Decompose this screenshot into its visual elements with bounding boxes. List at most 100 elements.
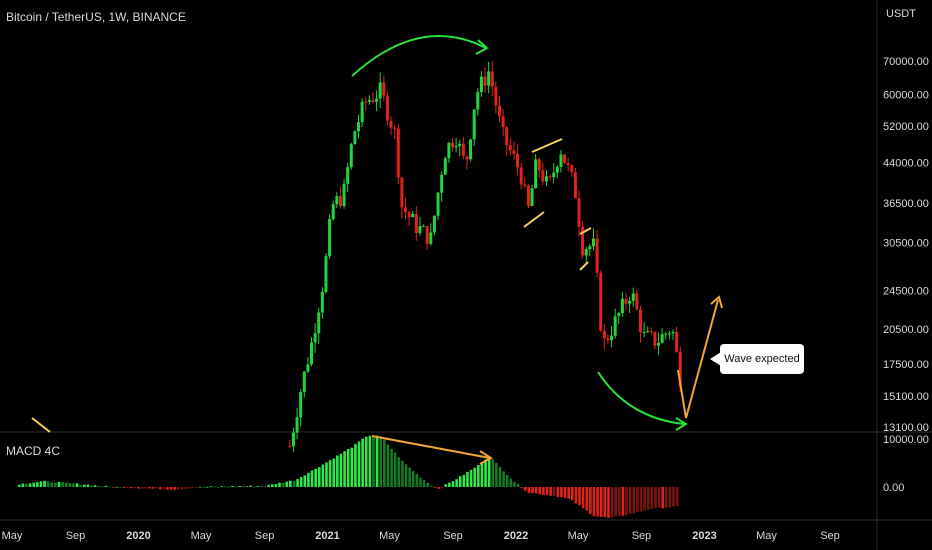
candle-body bbox=[646, 331, 650, 333]
candle-body bbox=[649, 331, 653, 333]
macd-bar bbox=[437, 487, 440, 489]
macd-bar bbox=[415, 473, 419, 487]
macd-bar bbox=[343, 451, 346, 487]
macd-bar bbox=[137, 487, 140, 489]
macd-bar bbox=[57, 481, 61, 487]
macd-bar bbox=[54, 482, 57, 487]
macd-bar bbox=[469, 469, 473, 487]
macd-bar bbox=[599, 487, 603, 517]
macd-bar bbox=[108, 486, 111, 488]
macd-bar bbox=[278, 482, 281, 487]
macd-bar bbox=[317, 467, 321, 487]
macd-bar bbox=[50, 482, 54, 487]
candles bbox=[288, 61, 682, 452]
candle-body bbox=[367, 100, 371, 102]
macd-bar bbox=[292, 480, 296, 487]
macd-bar bbox=[61, 482, 64, 487]
candle-body bbox=[299, 392, 303, 418]
macd-bar bbox=[75, 483, 79, 487]
candle-body bbox=[581, 226, 585, 256]
macd-bar bbox=[552, 487, 556, 496]
chart-title: Bitcoin / TetherUS, 1W, BINANCE bbox=[6, 10, 186, 24]
macd-bar bbox=[401, 460, 404, 487]
currency-label: USDT bbox=[886, 8, 916, 20]
macd-bar bbox=[444, 484, 448, 487]
macd-bar bbox=[336, 455, 339, 487]
candle-body bbox=[360, 101, 364, 123]
candle-body bbox=[317, 312, 321, 334]
macd-bar bbox=[187, 487, 191, 489]
macd-bar bbox=[661, 487, 664, 509]
time-tick-label: May bbox=[379, 530, 400, 542]
macd-bar bbox=[325, 462, 328, 487]
macd-bar bbox=[245, 486, 249, 488]
candle-body bbox=[591, 238, 595, 247]
wave-callout[interactable]: Wave expected bbox=[720, 344, 804, 374]
projection-arrowhead-icon bbox=[710, 295, 723, 309]
macd-bar bbox=[310, 470, 314, 487]
candle-body bbox=[461, 143, 465, 157]
macd-bar bbox=[332, 458, 336, 487]
price-tick-label: 36500.00 bbox=[883, 198, 929, 210]
macd-bar bbox=[339, 453, 343, 487]
macd-bar bbox=[321, 464, 325, 487]
macd-bar bbox=[155, 487, 158, 489]
macd-bar bbox=[639, 487, 643, 512]
price-tick-label: 70000.00 bbox=[883, 56, 929, 68]
candle-body bbox=[657, 342, 661, 346]
candle-body bbox=[675, 331, 679, 352]
candle-body bbox=[393, 127, 397, 129]
macd-bar bbox=[379, 436, 383, 487]
macd-bar bbox=[657, 487, 661, 508]
time-tick-label: May bbox=[2, 530, 23, 542]
macd-bar bbox=[354, 444, 357, 487]
macd-bar bbox=[596, 487, 599, 517]
macd-bar bbox=[144, 487, 148, 489]
macd-bar bbox=[213, 486, 216, 488]
macd-bar bbox=[614, 487, 617, 517]
top-curved-arrow bbox=[351, 35, 487, 77]
candle-body bbox=[382, 82, 386, 96]
macd-bar bbox=[256, 486, 260, 487]
candle-body bbox=[660, 334, 664, 343]
indicator-label: MACD 4C bbox=[6, 444, 61, 458]
candle-body bbox=[512, 150, 516, 154]
candle-body bbox=[422, 226, 426, 228]
macd-bar bbox=[625, 487, 628, 516]
macd-bar bbox=[223, 486, 227, 488]
macd-bar bbox=[527, 487, 531, 494]
macd-bar bbox=[195, 487, 198, 488]
macd-bar bbox=[151, 487, 155, 489]
macd-bar bbox=[466, 471, 469, 487]
macd-bar bbox=[173, 487, 176, 490]
macd-bar bbox=[234, 486, 238, 488]
candle-body bbox=[548, 176, 552, 178]
price-tick-label: 13100.00 bbox=[883, 422, 929, 434]
candle-body bbox=[624, 298, 628, 304]
candle-body bbox=[443, 158, 447, 175]
macd-bar bbox=[267, 484, 270, 487]
macd-bar bbox=[375, 435, 379, 487]
macd-bar bbox=[393, 452, 397, 487]
macd-bar bbox=[386, 444, 390, 487]
macd-bar bbox=[289, 480, 292, 487]
macd-bar bbox=[346, 448, 350, 487]
macd-bar bbox=[556, 487, 560, 498]
macd-bar bbox=[205, 486, 209, 488]
time-tick-label: 2020 bbox=[126, 530, 150, 542]
candle-body bbox=[407, 212, 411, 218]
candle-body bbox=[588, 246, 592, 250]
macd-bar bbox=[592, 487, 596, 517]
candle-body bbox=[306, 364, 310, 372]
macd-histogram bbox=[17, 435, 679, 518]
macd-bar bbox=[668, 487, 672, 508]
candle-body bbox=[414, 213, 418, 234]
candle-body bbox=[400, 177, 404, 208]
candle-body bbox=[602, 330, 606, 339]
candle-body bbox=[628, 300, 632, 304]
macd-bar bbox=[520, 487, 524, 488]
macd-bar bbox=[610, 487, 614, 518]
candle-body bbox=[613, 316, 617, 336]
macd-bar bbox=[632, 487, 636, 514]
